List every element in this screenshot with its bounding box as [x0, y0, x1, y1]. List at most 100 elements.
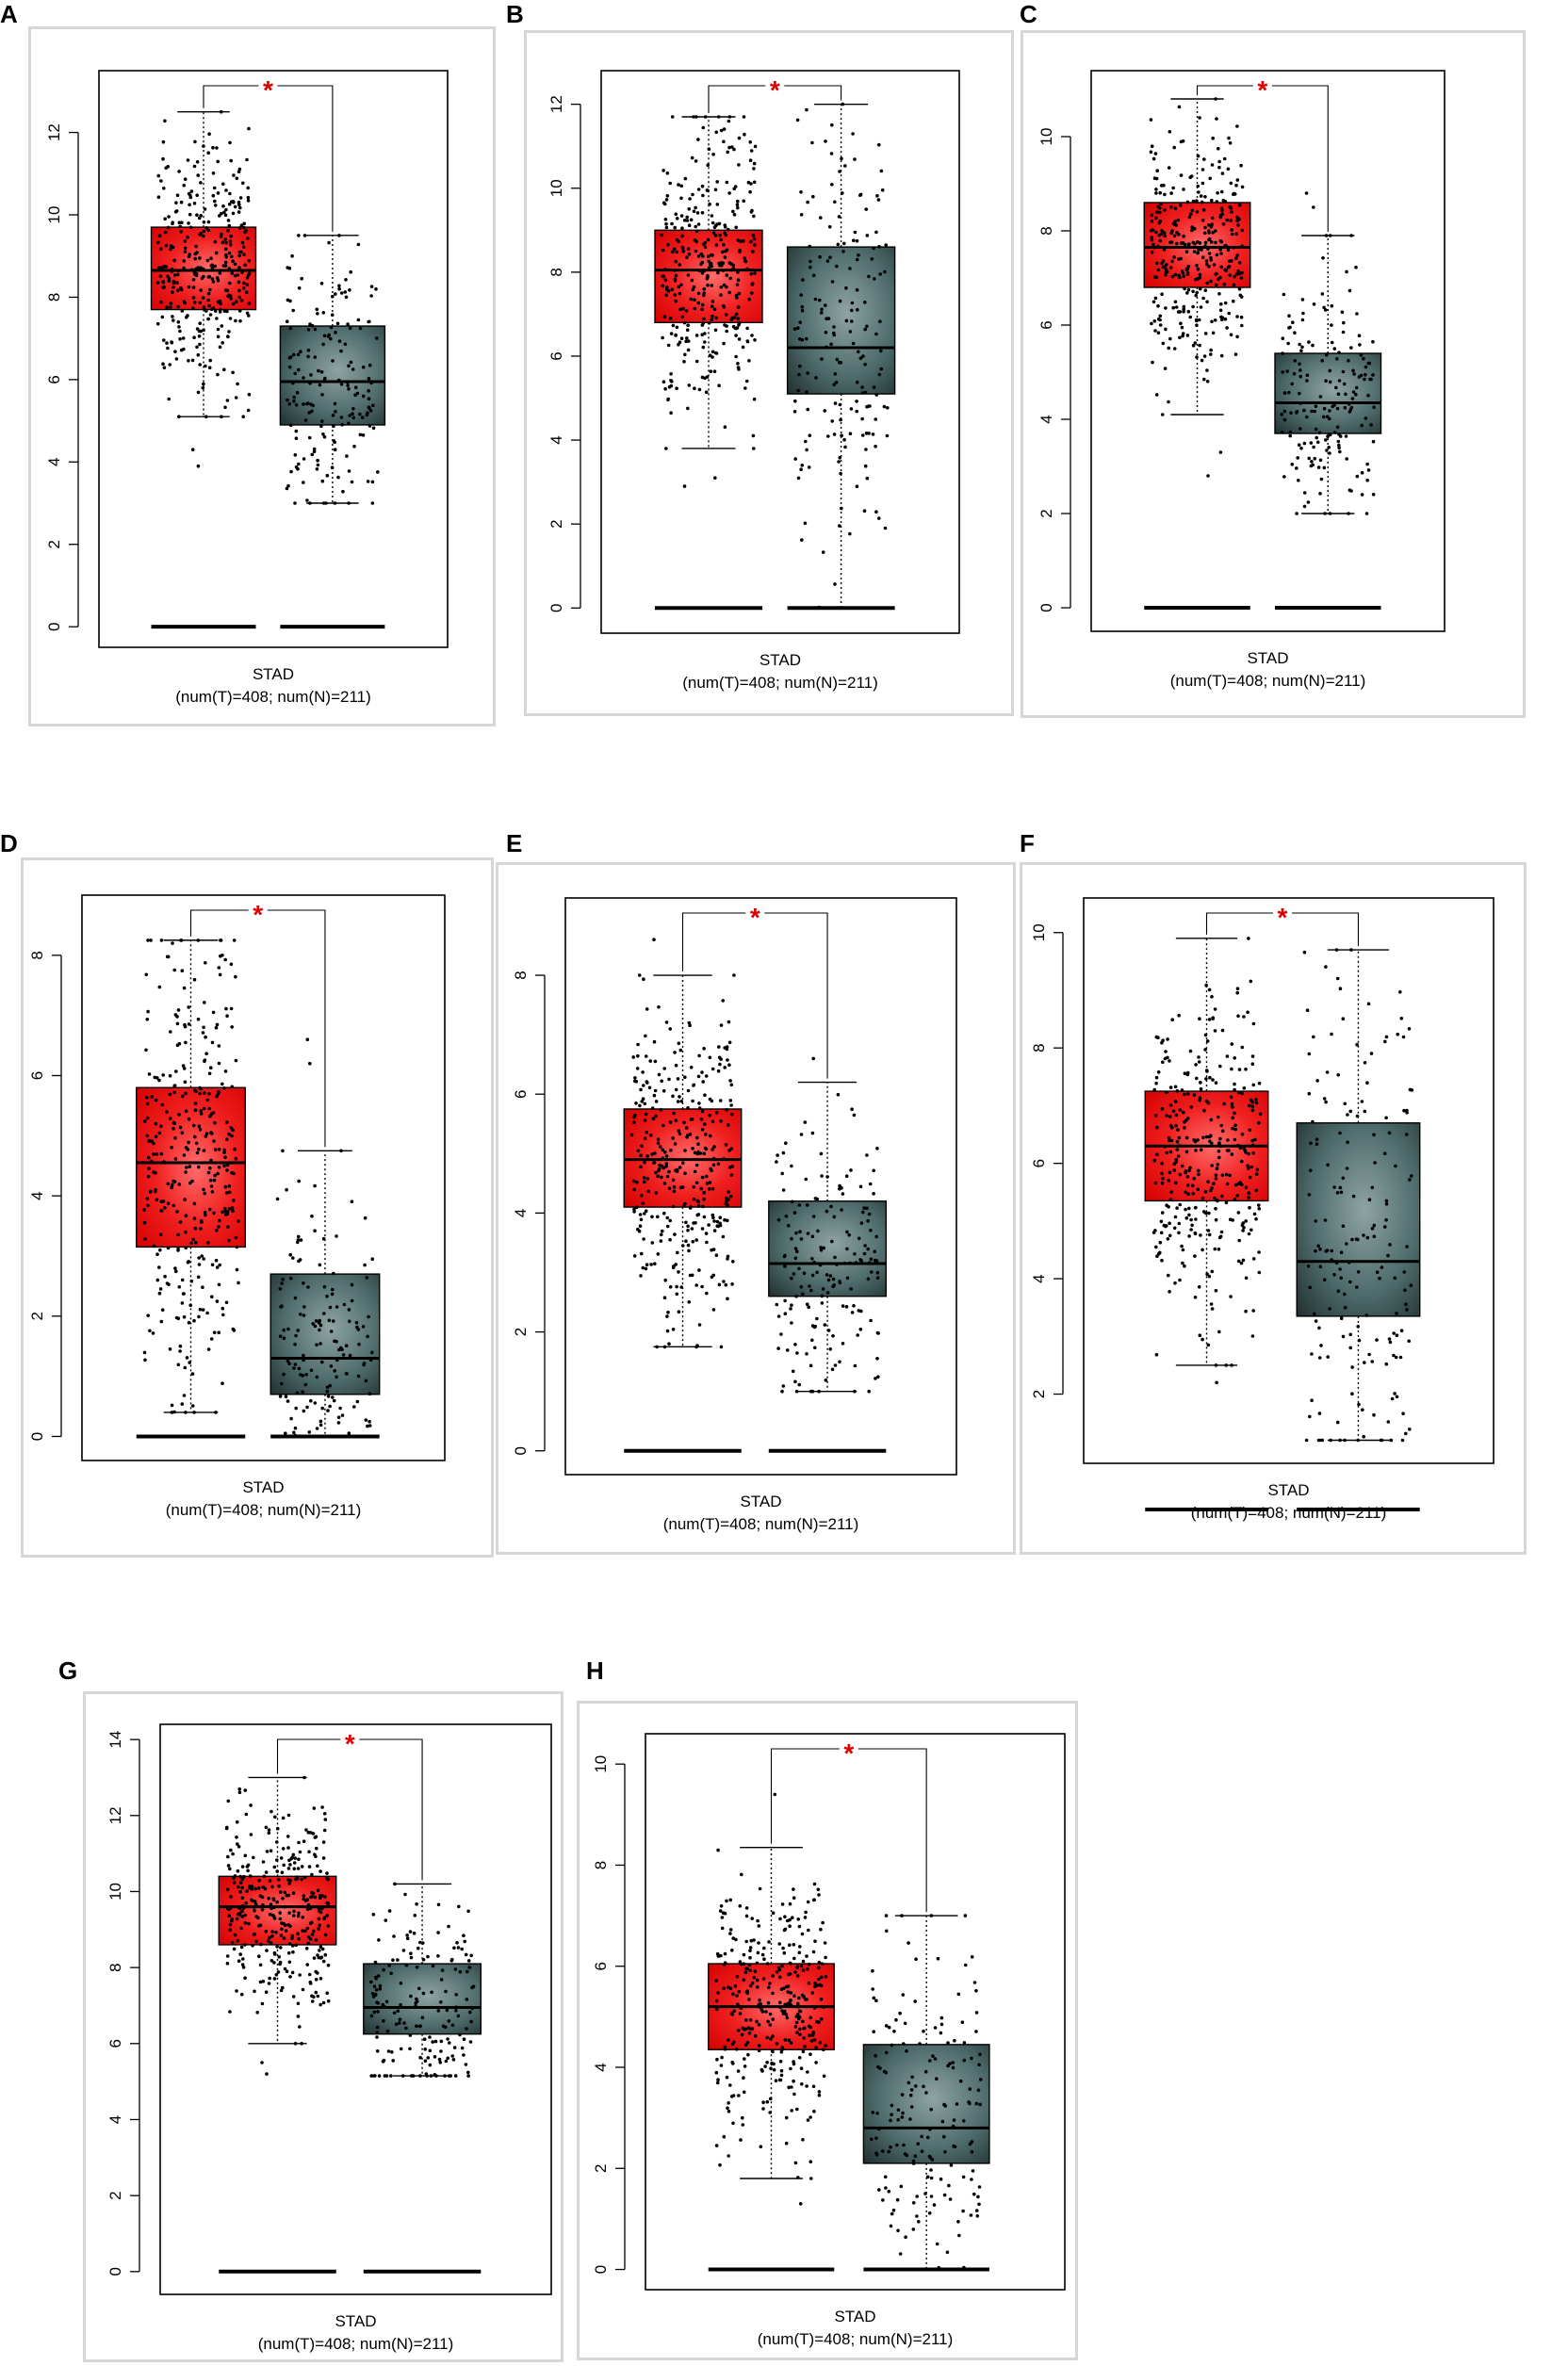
- panel-frame-c: [1021, 30, 1526, 718]
- y-tick-label: 8: [1037, 226, 1055, 235]
- sample-count-label: (num(T)=408; num(N)=211): [682, 674, 878, 692]
- y-tick-label: 6: [512, 1089, 530, 1098]
- plot-area-border: [1090, 70, 1446, 632]
- significance-star-backdrop: [765, 83, 785, 89]
- sample-count-label: (num(T)=408; num(N)=211): [258, 2335, 454, 2353]
- normal-data-points: [369, 1882, 476, 2078]
- y-tick-label: 2: [547, 519, 565, 528]
- y-tick-label: 6: [1030, 1159, 1048, 1167]
- normal-box: [786, 246, 896, 395]
- significance-star-backdrop: [340, 1737, 360, 1742]
- panel-letter-a: A: [0, 0, 18, 28]
- significance-star-backdrop: [1252, 83, 1272, 89]
- panel-frame-e: [496, 862, 1016, 1555]
- plot-area-border: [645, 1733, 1066, 2291]
- y-tick-label: 4: [45, 458, 63, 466]
- y-tick-label: 6: [106, 2039, 124, 2048]
- plot-area-border: [98, 70, 449, 648]
- y-tick-label: 10: [592, 1755, 610, 1773]
- panel-frame-d: [21, 857, 494, 1558]
- tumor-data-points: [224, 1775, 331, 2076]
- significance-star-backdrop: [745, 910, 765, 916]
- tumor-box: [623, 1108, 743, 1208]
- y-tick-label: 0: [512, 1446, 530, 1455]
- tumor-data-points: [141, 938, 240, 1414]
- significance-star-backdrop: [839, 1746, 858, 1752]
- boxplot-chart-d: 0 2 4 6 8 * STAD (num(T)=408; num(N)=211): [28, 894, 446, 1519]
- normal-box: [279, 325, 386, 426]
- y-tick-label: 4: [1037, 415, 1055, 423]
- panel-letter-c: C: [1020, 0, 1037, 28]
- sample-count-label: (num(T)=408; num(N)=211): [1170, 672, 1366, 690]
- x-axis-label: STAD: [253, 665, 294, 683]
- y-tick-label: 4: [106, 2115, 124, 2124]
- tumor-data-points: [155, 109, 252, 468]
- tumor-data-points: [629, 938, 736, 1349]
- y-tick-label: 8: [28, 951, 46, 959]
- panel-letter-d: D: [0, 829, 18, 857]
- y-tick-label: 2: [512, 1328, 530, 1336]
- y-tick-label: 8: [592, 1861, 610, 1869]
- y-tick-label: 0: [45, 622, 63, 630]
- y-tick-label: 6: [1037, 320, 1055, 329]
- y-tick-label: 8: [45, 293, 63, 302]
- y-tick-label: 10: [547, 179, 565, 197]
- x-axis-label: STAD: [1267, 1481, 1309, 1499]
- y-tick-label: 4: [512, 1209, 530, 1217]
- significance-star: *: [843, 1738, 854, 1768]
- tumor-data-points: [1152, 937, 1263, 1385]
- y-tick-label: 4: [547, 435, 565, 444]
- y-tick-label: 14: [106, 1731, 124, 1749]
- y-tick-label: 12: [547, 95, 565, 113]
- tumor-box: [1143, 202, 1251, 288]
- y-tick-label: 2: [1030, 1390, 1048, 1398]
- x-axis-label: STAD: [760, 651, 801, 669]
- sample-count-label: (num(T)=408; num(N)=211): [1191, 1504, 1387, 1522]
- significance-star: *: [345, 1729, 355, 1758]
- y-tick-label: 0: [1037, 603, 1055, 612]
- x-axis-label: STAD: [335, 2312, 376, 2330]
- plot-area-border: [600, 70, 960, 634]
- y-tick-label: 6: [28, 1071, 46, 1080]
- significance-star: *: [263, 75, 273, 105]
- x-axis-label: STAD: [242, 1478, 284, 1496]
- significance-star: *: [770, 75, 780, 105]
- significance-star-backdrop: [248, 907, 268, 913]
- boxplot-chart-a: 0 2 4 6 8 10 12 * STAD (num(T)=408; num(N)=211): [45, 70, 449, 706]
- panel-letter-b: B: [506, 0, 524, 28]
- boxplot-chart-c: 0 2 4 6 8 10 * STAD (num(T)=408; num(N)=211): [1037, 70, 1446, 690]
- boxplot-chart-h: 0 2 4 6 8 10 * STAD (num(T)=408; num(N)=211): [592, 1733, 1066, 2348]
- significance-star-backdrop: [258, 83, 278, 89]
- x-axis-label: STAD: [740, 1493, 781, 1510]
- plot-area-border: [81, 894, 446, 1461]
- sample-count-label: (num(T)=408; num(N)=211): [166, 1501, 362, 1519]
- significance-star: *: [1257, 75, 1267, 105]
- tumor-data-points: [1149, 97, 1245, 478]
- y-tick-label: 0: [547, 604, 565, 612]
- y-tick-label: 4: [592, 2063, 610, 2071]
- plot-area-border: [1083, 897, 1494, 1464]
- y-tick-label: 8: [106, 1963, 124, 1971]
- panel-frame-g: [83, 1691, 564, 2362]
- tumor-data-points: [714, 1792, 828, 2206]
- boxplot-chart-g: 0 2 4 6 8 10 12 14 * STAD (num(T)=408; num(N)=211): [106, 1723, 552, 2353]
- y-tick-label: 2: [592, 2164, 610, 2173]
- normal-data-points: [792, 102, 890, 610]
- y-tick-label: 6: [547, 351, 565, 360]
- normal-data-points: [1280, 191, 1376, 515]
- significance-star-backdrop: [1272, 910, 1292, 916]
- y-tick-label: 4: [1030, 1274, 1048, 1282]
- y-tick-label: 2: [106, 2191, 124, 2199]
- y-tick-label: 10: [45, 206, 63, 224]
- y-tick-label: 0: [592, 2265, 610, 2274]
- significance-star: *: [1278, 903, 1288, 932]
- y-tick-label: 6: [592, 1962, 610, 1970]
- y-tick-label: 6: [45, 375, 63, 383]
- normal-data-points: [285, 234, 380, 505]
- panel-letter-h: H: [586, 1656, 604, 1685]
- panel-letter-e: E: [506, 829, 523, 857]
- y-tick-label: 2: [1037, 509, 1055, 517]
- boxplot-chart-e: 0 2 4 6 8 * STAD (num(T)=408; num(N)=211): [512, 897, 957, 1533]
- y-tick-label: 10: [1037, 128, 1055, 146]
- sample-count-label: (num(T)=408; num(N)=211): [663, 1515, 859, 1533]
